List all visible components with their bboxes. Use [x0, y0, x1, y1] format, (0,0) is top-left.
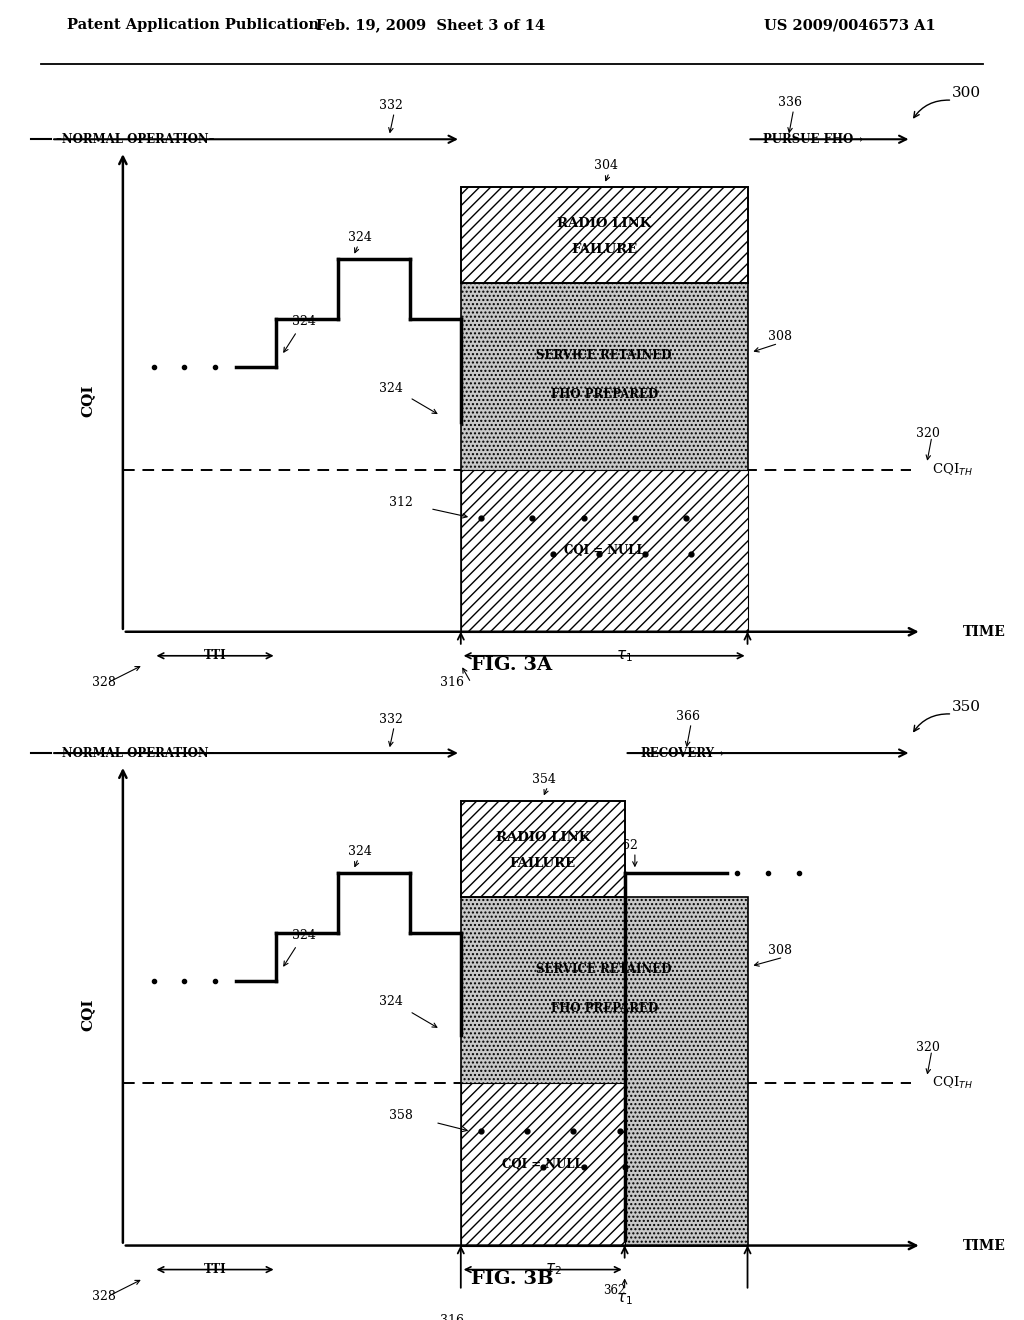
Text: 362: 362 — [614, 840, 638, 853]
Text: SERVICE RETAINED: SERVICE RETAINED — [537, 348, 672, 362]
Text: 332: 332 — [379, 99, 402, 112]
Bar — [461, 470, 748, 632]
Bar — [461, 284, 748, 632]
Text: 324: 324 — [379, 381, 402, 395]
Text: FIG. 3A: FIG. 3A — [471, 656, 553, 673]
Text: 300: 300 — [952, 86, 981, 100]
Text: 366: 366 — [676, 710, 699, 723]
Text: CQI$_{TH}$: CQI$_{TH}$ — [932, 462, 973, 478]
Text: CQI = NULL: CQI = NULL — [564, 544, 644, 557]
Bar — [461, 801, 625, 898]
Text: 324: 324 — [292, 315, 315, 329]
Text: Feb. 19, 2009  Sheet 3 of 14: Feb. 19, 2009 Sheet 3 of 14 — [315, 18, 545, 33]
Text: SERVICE RETAINED: SERVICE RETAINED — [537, 962, 672, 975]
Text: RECOVERY→: RECOVERY→ — [640, 747, 724, 759]
Text: 336: 336 — [778, 96, 802, 110]
Text: FHO PREPARED: FHO PREPARED — [551, 1002, 657, 1015]
Text: 320: 320 — [916, 1041, 940, 1053]
Text: US 2009/0046573 A1: US 2009/0046573 A1 — [764, 18, 936, 33]
Text: TIME: TIME — [963, 1238, 1006, 1253]
Text: 354: 354 — [532, 774, 556, 787]
Text: FAILURE: FAILURE — [510, 857, 575, 870]
Text: 308: 308 — [768, 330, 792, 343]
Text: 316: 316 — [440, 1313, 464, 1320]
Text: Patent Application Publication: Patent Application Publication — [67, 18, 318, 33]
Text: 304: 304 — [594, 160, 617, 173]
Text: 316: 316 — [440, 676, 464, 689]
Text: CQI$_{TH}$: CQI$_{TH}$ — [932, 1076, 973, 1092]
Text: TTI: TTI — [204, 649, 226, 663]
Text: RADIO LINK: RADIO LINK — [557, 218, 651, 230]
Text: TIME: TIME — [963, 624, 1006, 639]
Text: –NORMAL OPERATION–: –NORMAL OPERATION– — [56, 747, 215, 759]
Text: CQI = NULL: CQI = NULL — [503, 1158, 583, 1171]
Text: 328: 328 — [92, 676, 116, 689]
Bar — [461, 187, 748, 284]
Text: 332: 332 — [379, 713, 402, 726]
Text: 358: 358 — [389, 1109, 413, 1122]
Bar — [461, 898, 748, 1246]
Text: TTI: TTI — [204, 1263, 226, 1276]
Text: $\tau_2$: $\tau_2$ — [545, 1262, 561, 1278]
Text: $\tau_1$: $\tau_1$ — [616, 1292, 633, 1307]
Text: FAILURE: FAILURE — [571, 243, 637, 256]
Bar — [461, 1084, 625, 1246]
Text: 312: 312 — [389, 495, 413, 508]
Text: 324: 324 — [292, 929, 315, 942]
Text: 320: 320 — [916, 428, 940, 440]
Text: 308: 308 — [768, 944, 792, 957]
Text: 362: 362 — [603, 1283, 626, 1296]
Text: CQI: CQI — [80, 998, 94, 1031]
Text: RADIO LINK: RADIO LINK — [496, 832, 590, 843]
Text: FHO PREPARED: FHO PREPARED — [551, 388, 657, 401]
Text: FIG. 3B: FIG. 3B — [471, 1270, 553, 1287]
Text: 350: 350 — [952, 700, 981, 714]
Text: CQI: CQI — [80, 384, 94, 417]
Text: PURSUE FHO→: PURSUE FHO→ — [763, 133, 863, 145]
Text: 324: 324 — [348, 231, 372, 244]
Text: 324: 324 — [379, 995, 402, 1008]
Text: 324: 324 — [348, 845, 372, 858]
Text: 328: 328 — [92, 1290, 116, 1303]
Text: –NORMAL OPERATION–: –NORMAL OPERATION– — [56, 133, 215, 145]
Text: $\tau_1$: $\tau_1$ — [616, 648, 633, 664]
